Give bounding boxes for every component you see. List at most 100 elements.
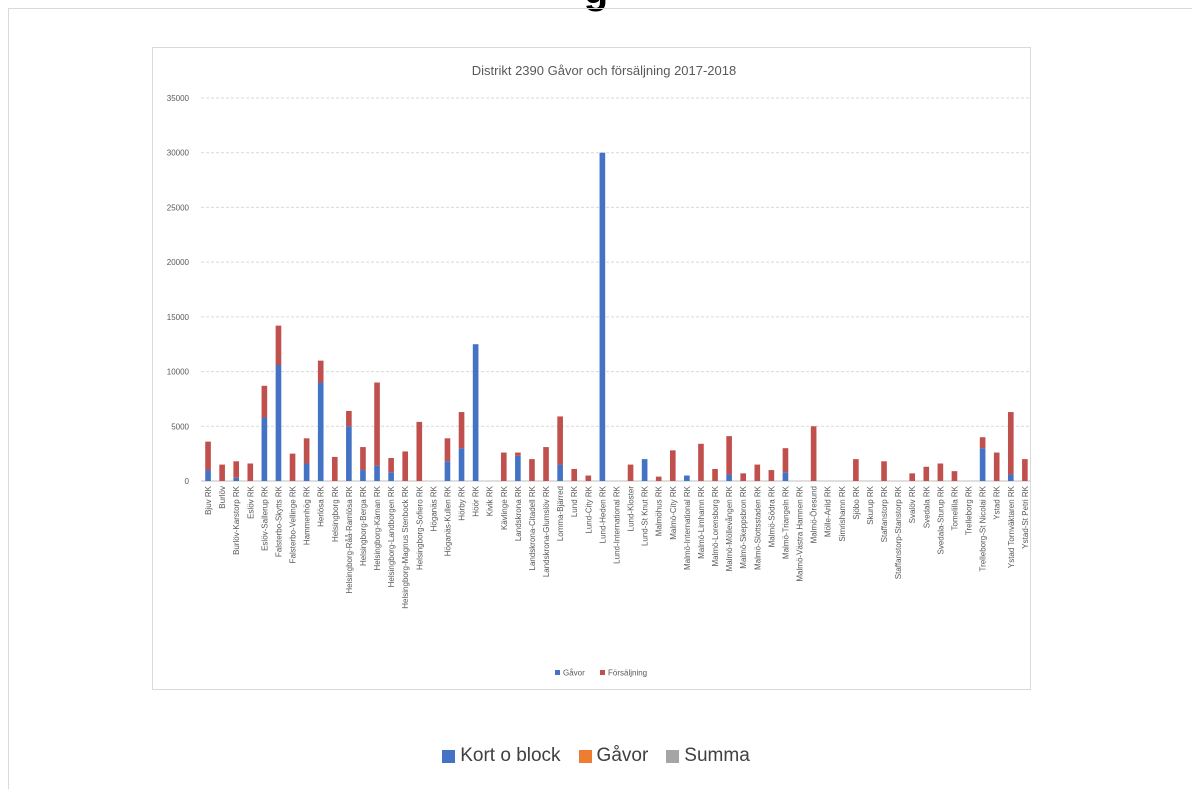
x-tick-label: Hörby RK bbox=[458, 485, 467, 520]
outer-legend: Kort o block Gåvor Summa bbox=[0, 745, 1192, 767]
bar-forsaljning bbox=[627, 464, 634, 481]
bar-forsaljning bbox=[698, 443, 704, 481]
bar-forsaljning bbox=[853, 459, 859, 481]
y-tick-label: 10000 bbox=[167, 368, 190, 377]
bar-gavor bbox=[360, 470, 366, 481]
bar-forsaljning bbox=[782, 448, 789, 473]
bar-gavor bbox=[233, 477, 240, 481]
y-tick-label: 35000 bbox=[167, 94, 190, 103]
x-tick-label: Helsingborg-Landborgen RK bbox=[387, 485, 396, 587]
bar-gavor bbox=[684, 475, 690, 481]
bar-forsaljning bbox=[317, 360, 324, 383]
bar-gavor bbox=[303, 463, 310, 481]
bar-forsaljning bbox=[655, 476, 662, 481]
bar-forsaljning bbox=[740, 473, 747, 481]
bar-forsaljning bbox=[303, 438, 310, 464]
bar-forsaljning bbox=[768, 470, 775, 481]
bar-forsaljning bbox=[881, 461, 887, 481]
x-tick-label: Kävlinge RK bbox=[500, 485, 509, 530]
bar-forsaljning bbox=[515, 452, 521, 456]
outer-title-fragment: g bbox=[0, 0, 1192, 13]
x-tick-label: Lund-International RK bbox=[612, 485, 621, 563]
bar-forsaljning bbox=[993, 452, 1000, 481]
bar-forsaljning bbox=[529, 459, 535, 481]
x-tick-label: Malmö-Möllevången RK bbox=[725, 485, 734, 571]
x-tick-label: Trelleborg RK bbox=[965, 485, 974, 535]
bar-gavor bbox=[557, 464, 563, 481]
x-tick-label: Ystad Tornväktaren RK bbox=[1007, 485, 1016, 568]
y-axis-ticks: 0 5000 10000 15000 20000 25000 30000 35000 bbox=[167, 94, 190, 486]
legend-swatch bbox=[600, 670, 605, 675]
bar-forsaljning bbox=[754, 464, 761, 481]
legend-swatch bbox=[555, 670, 560, 675]
x-tick-label: Lund RK bbox=[570, 485, 579, 517]
bar-forsaljning bbox=[937, 463, 944, 481]
outer-legend-label-kort: Kort o block bbox=[460, 745, 561, 766]
bar-forsaljning bbox=[571, 468, 578, 481]
bar-gavor bbox=[261, 417, 268, 481]
x-tick-label: Eslöv-Sallerup RK bbox=[260, 485, 269, 551]
bar-gavor bbox=[388, 472, 394, 481]
bar-forsaljning bbox=[416, 421, 423, 481]
x-tick-label: Herlösa RK bbox=[317, 485, 326, 527]
gridlines bbox=[201, 97, 1046, 482]
y-tick-label: 0 bbox=[185, 477, 190, 486]
x-tick-label: Bjuv RK bbox=[204, 485, 213, 515]
bar-gavor bbox=[346, 426, 352, 481]
x-tick-label: Malmöhus RK bbox=[655, 485, 664, 536]
x-tick-label: Helsingborg-Sofiero RK bbox=[415, 485, 424, 570]
x-tick-label: Malmö-Södra RK bbox=[767, 485, 776, 547]
x-tick-label: Helsingborg RK bbox=[331, 485, 340, 542]
bar-forsaljning bbox=[585, 475, 592, 481]
bar-forsaljning bbox=[331, 456, 338, 481]
x-tick-label: Svalöv RK bbox=[908, 485, 917, 523]
bar-gavor bbox=[205, 470, 211, 481]
x-tick-label: Lund-City RK bbox=[584, 485, 593, 533]
x-tick-label: Svedala-Sturup RK bbox=[936, 485, 945, 554]
x-tick-label: Lomma-Bjärred bbox=[556, 486, 565, 541]
bar-gavor bbox=[599, 152, 606, 481]
outer-legend-item-kort: Kort o block bbox=[442, 745, 561, 767]
bar-forsaljning bbox=[388, 458, 394, 473]
x-tick-label: Malmö-International RK bbox=[683, 485, 692, 570]
x-tick-label: Höör RK bbox=[472, 485, 481, 516]
stacked-bar-chart: Distrikt 2390 Gåvor och försäljning 2017… bbox=[167, 63, 1046, 678]
bar-forsaljning bbox=[374, 382, 380, 466]
bar-gavor bbox=[444, 461, 451, 481]
x-tick-label: Landskrona RK bbox=[514, 485, 523, 541]
x-tick-label: Sjöbo RK bbox=[852, 485, 861, 519]
x-tick-label: Malmö-Skeppsbron RK bbox=[739, 485, 748, 568]
bar-forsaljning bbox=[402, 451, 409, 481]
x-tick-label: Helsingborg-Magnus Stenbock RK bbox=[401, 485, 410, 608]
legend-label: Försäljning bbox=[608, 669, 647, 678]
x-tick-label: Staffanstorp RK bbox=[880, 485, 889, 542]
bar-gavor bbox=[641, 459, 648, 481]
x-tick-label: Helsingborg-Kärnan RK bbox=[373, 485, 382, 570]
bar-forsaljning bbox=[557, 416, 563, 465]
y-tick-label: 20000 bbox=[167, 258, 190, 267]
x-tick-label: Ystad-St Petri RK bbox=[1021, 485, 1030, 548]
x-tick-label: Ystad RK bbox=[993, 485, 1002, 519]
legend-swatch-kort bbox=[442, 749, 456, 763]
bar-forsaljning bbox=[810, 426, 817, 481]
bar-forsaljning bbox=[726, 436, 732, 475]
x-tick-label: Landskrona-Glumslöv RK bbox=[542, 485, 551, 577]
outer-legend-item-summa: Summa bbox=[666, 745, 750, 767]
x-tick-label: Malmö-Lorensborg RK bbox=[711, 485, 720, 566]
bar-forsaljning bbox=[1007, 412, 1014, 475]
x-tick-label: Malmö-Slottsstaden RK bbox=[753, 485, 762, 570]
bar-gavor bbox=[782, 472, 789, 481]
x-tick-label: Landskrona-Citadell RK bbox=[528, 485, 537, 570]
bar-forsaljning bbox=[219, 464, 225, 481]
bar-gavor bbox=[275, 365, 282, 481]
bar-forsaljning bbox=[275, 325, 282, 366]
x-tick-label: Malmö-Limhamn RK bbox=[697, 485, 706, 559]
x-tick-label: Helsingborg-Råå-Ramlösa RK bbox=[345, 485, 354, 593]
outer-legend-label-summa: Summa bbox=[684, 745, 750, 766]
x-tick-label: Staffanstorp-Stanstorp RK bbox=[894, 485, 903, 579]
x-tick-label: Eslöv RK bbox=[246, 485, 255, 519]
bar-gavor bbox=[472, 344, 479, 481]
bar-forsaljning bbox=[543, 447, 549, 481]
x-tick-label: Svedala RK bbox=[922, 485, 931, 528]
x-tick-label: Hammenhög RK bbox=[303, 485, 312, 545]
